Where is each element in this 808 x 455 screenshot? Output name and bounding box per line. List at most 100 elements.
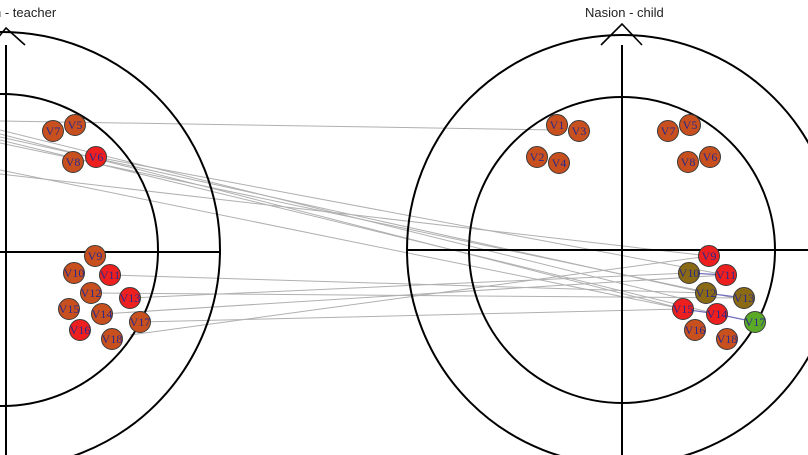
teacher-electrode-v9: V9	[84, 245, 106, 267]
electrode-label: V16	[685, 323, 706, 337]
electrode-marker	[42, 120, 64, 142]
electrode-marker	[679, 114, 701, 136]
electrode-marker	[698, 245, 720, 267]
electrode-label: V16	[70, 323, 91, 337]
electrode-label: V11	[716, 268, 736, 282]
child-electrode-v6: V6	[699, 146, 721, 168]
teacher-nose	[0, 26, 26, 46]
child-electrode-v9: V9	[698, 245, 720, 267]
electrode-marker	[58, 298, 80, 320]
electrode-marker	[695, 282, 717, 304]
electrode-label: V2	[530, 150, 545, 164]
electrode-label: V5	[683, 118, 698, 132]
teacher-electrode-v6: V6	[85, 146, 107, 168]
electrode-marker	[715, 264, 737, 286]
electrode-marker	[546, 114, 568, 136]
teacher-electrode-v5: V5	[64, 114, 86, 136]
electrode-marker	[99, 264, 121, 286]
electrode-label: V18	[717, 332, 738, 346]
inter-brain-links	[0, 120, 745, 336]
child-electrode-v4: V4	[548, 152, 570, 174]
inter-brain-link	[0, 133, 684, 310]
electrode-marker	[672, 298, 694, 320]
inter-brain-link	[0, 142, 745, 301]
electrode-marker	[63, 262, 85, 284]
electrode-label: V3	[572, 124, 587, 138]
electrode-label: V17	[745, 315, 766, 329]
electrode-label: V9	[702, 249, 717, 263]
electrode-label: V8	[681, 155, 696, 169]
inter-brain-link	[95, 156, 727, 276]
electrode-label: V5	[68, 118, 83, 132]
child-electrode-v2: V2	[526, 146, 548, 168]
teacher-electrode-v14: V14	[91, 303, 113, 325]
child-electrode-v3: V3	[568, 120, 590, 142]
electrode-marker	[119, 287, 141, 309]
electrode-marker	[699, 146, 721, 168]
child-head: Nasion - child	[406, 5, 808, 455]
child-electrode-v18: V18	[716, 328, 738, 350]
electrode-label: V7	[661, 124, 676, 138]
electrode-marker	[129, 311, 151, 333]
electrode-label: V15	[59, 302, 80, 316]
inter-brain-link	[0, 169, 684, 310]
teacher-head: n - teacher	[0, 5, 221, 455]
inter-brain-link	[0, 129, 689, 301]
electrode-label: V4	[552, 156, 567, 170]
child-electrode-v14: V14	[706, 303, 728, 325]
electrode-marker	[85, 146, 107, 168]
teacher-head-title: n - teacher	[0, 5, 57, 20]
child-electrode-v10: V10	[678, 262, 700, 284]
electrode-label: V17	[130, 315, 151, 329]
electrode-marker	[677, 151, 699, 173]
inter-brain-link	[109, 274, 707, 294]
child-head-title: Nasion - child	[585, 5, 664, 20]
electrode-marker	[80, 282, 102, 304]
teacher-electrode-v8: V8	[62, 151, 84, 173]
electrode-label: V6	[703, 150, 718, 164]
child-electrode-v12: V12	[695, 282, 717, 304]
electrode-label: V8	[66, 155, 81, 169]
teacher-electrode-v13: V13	[119, 287, 141, 309]
electrode-label: V6	[89, 150, 104, 164]
teacher-electrode-v18: V18	[101, 328, 123, 350]
electrode-label: V15	[673, 302, 694, 316]
child-electrode-v11: V11	[715, 264, 737, 286]
teacher-electrode-v15: V15	[58, 298, 80, 320]
teacher-electrode-v7: V7	[42, 120, 64, 142]
electrode-label: V1	[550, 118, 565, 132]
electrode-label: V10	[679, 266, 700, 280]
electrode-marker	[64, 114, 86, 136]
electrode-label: V13	[120, 291, 141, 305]
child-electrode-v16: V16	[684, 319, 706, 341]
electrode-marker	[657, 120, 679, 142]
electrode-marker	[91, 303, 113, 325]
child-electrode-v7: V7	[657, 120, 679, 142]
electrode-marker	[101, 328, 123, 350]
electrode-label: V12	[696, 286, 717, 300]
inter-brain-link	[0, 173, 710, 257]
electrode-label: V14	[92, 307, 113, 321]
electrode-marker	[678, 262, 700, 284]
child-electrode-v1: V1	[546, 114, 568, 136]
electrode-marker	[526, 146, 548, 168]
electrode-marker	[706, 303, 728, 325]
electrode-label: V10	[64, 266, 85, 280]
child-electrode-v15: V15	[672, 298, 694, 320]
electrode-marker	[62, 151, 84, 173]
electrode-label: V7	[46, 124, 61, 138]
electrode-marker	[744, 311, 766, 333]
electrode-marker	[568, 120, 590, 142]
teacher-head-inner-circle	[0, 93, 159, 407]
child-electrode-v13: V13	[733, 287, 755, 309]
electrode-label: V12	[81, 286, 102, 300]
teacher-electrode-v17: V17	[129, 311, 151, 333]
electrode-marker	[84, 245, 106, 267]
electrode-label: V14	[707, 307, 728, 321]
inter-brain-link	[0, 139, 718, 315]
electrode-label: V18	[102, 332, 123, 346]
electrode-marker	[548, 152, 570, 174]
